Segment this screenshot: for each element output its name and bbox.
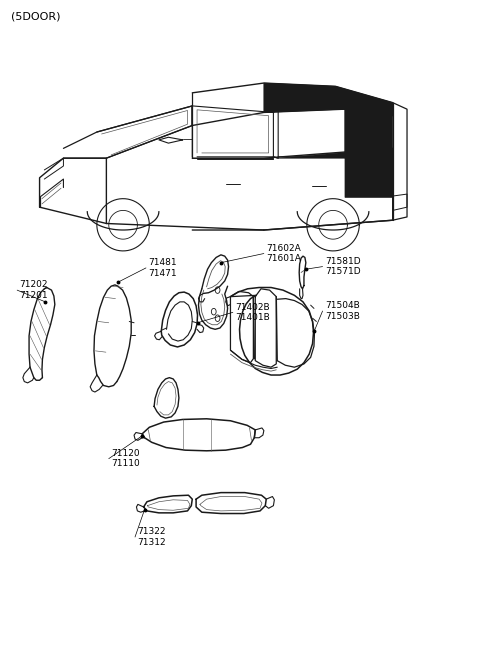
- Text: 71581D
71571D: 71581D 71571D: [325, 257, 360, 276]
- Text: 71202
71201: 71202 71201: [20, 280, 48, 300]
- Text: 71602A
71601A: 71602A 71601A: [266, 244, 301, 263]
- Text: 71481
71471: 71481 71471: [148, 258, 177, 277]
- Polygon shape: [278, 148, 393, 197]
- Text: 71504B
71503B: 71504B 71503B: [325, 301, 360, 321]
- Text: (5DOOR): (5DOOR): [11, 11, 60, 21]
- Text: 71120
71110: 71120 71110: [111, 449, 140, 468]
- Text: 71402B
71401B: 71402B 71401B: [235, 302, 270, 322]
- Polygon shape: [264, 83, 393, 158]
- Text: 71322
71312: 71322 71312: [137, 527, 166, 546]
